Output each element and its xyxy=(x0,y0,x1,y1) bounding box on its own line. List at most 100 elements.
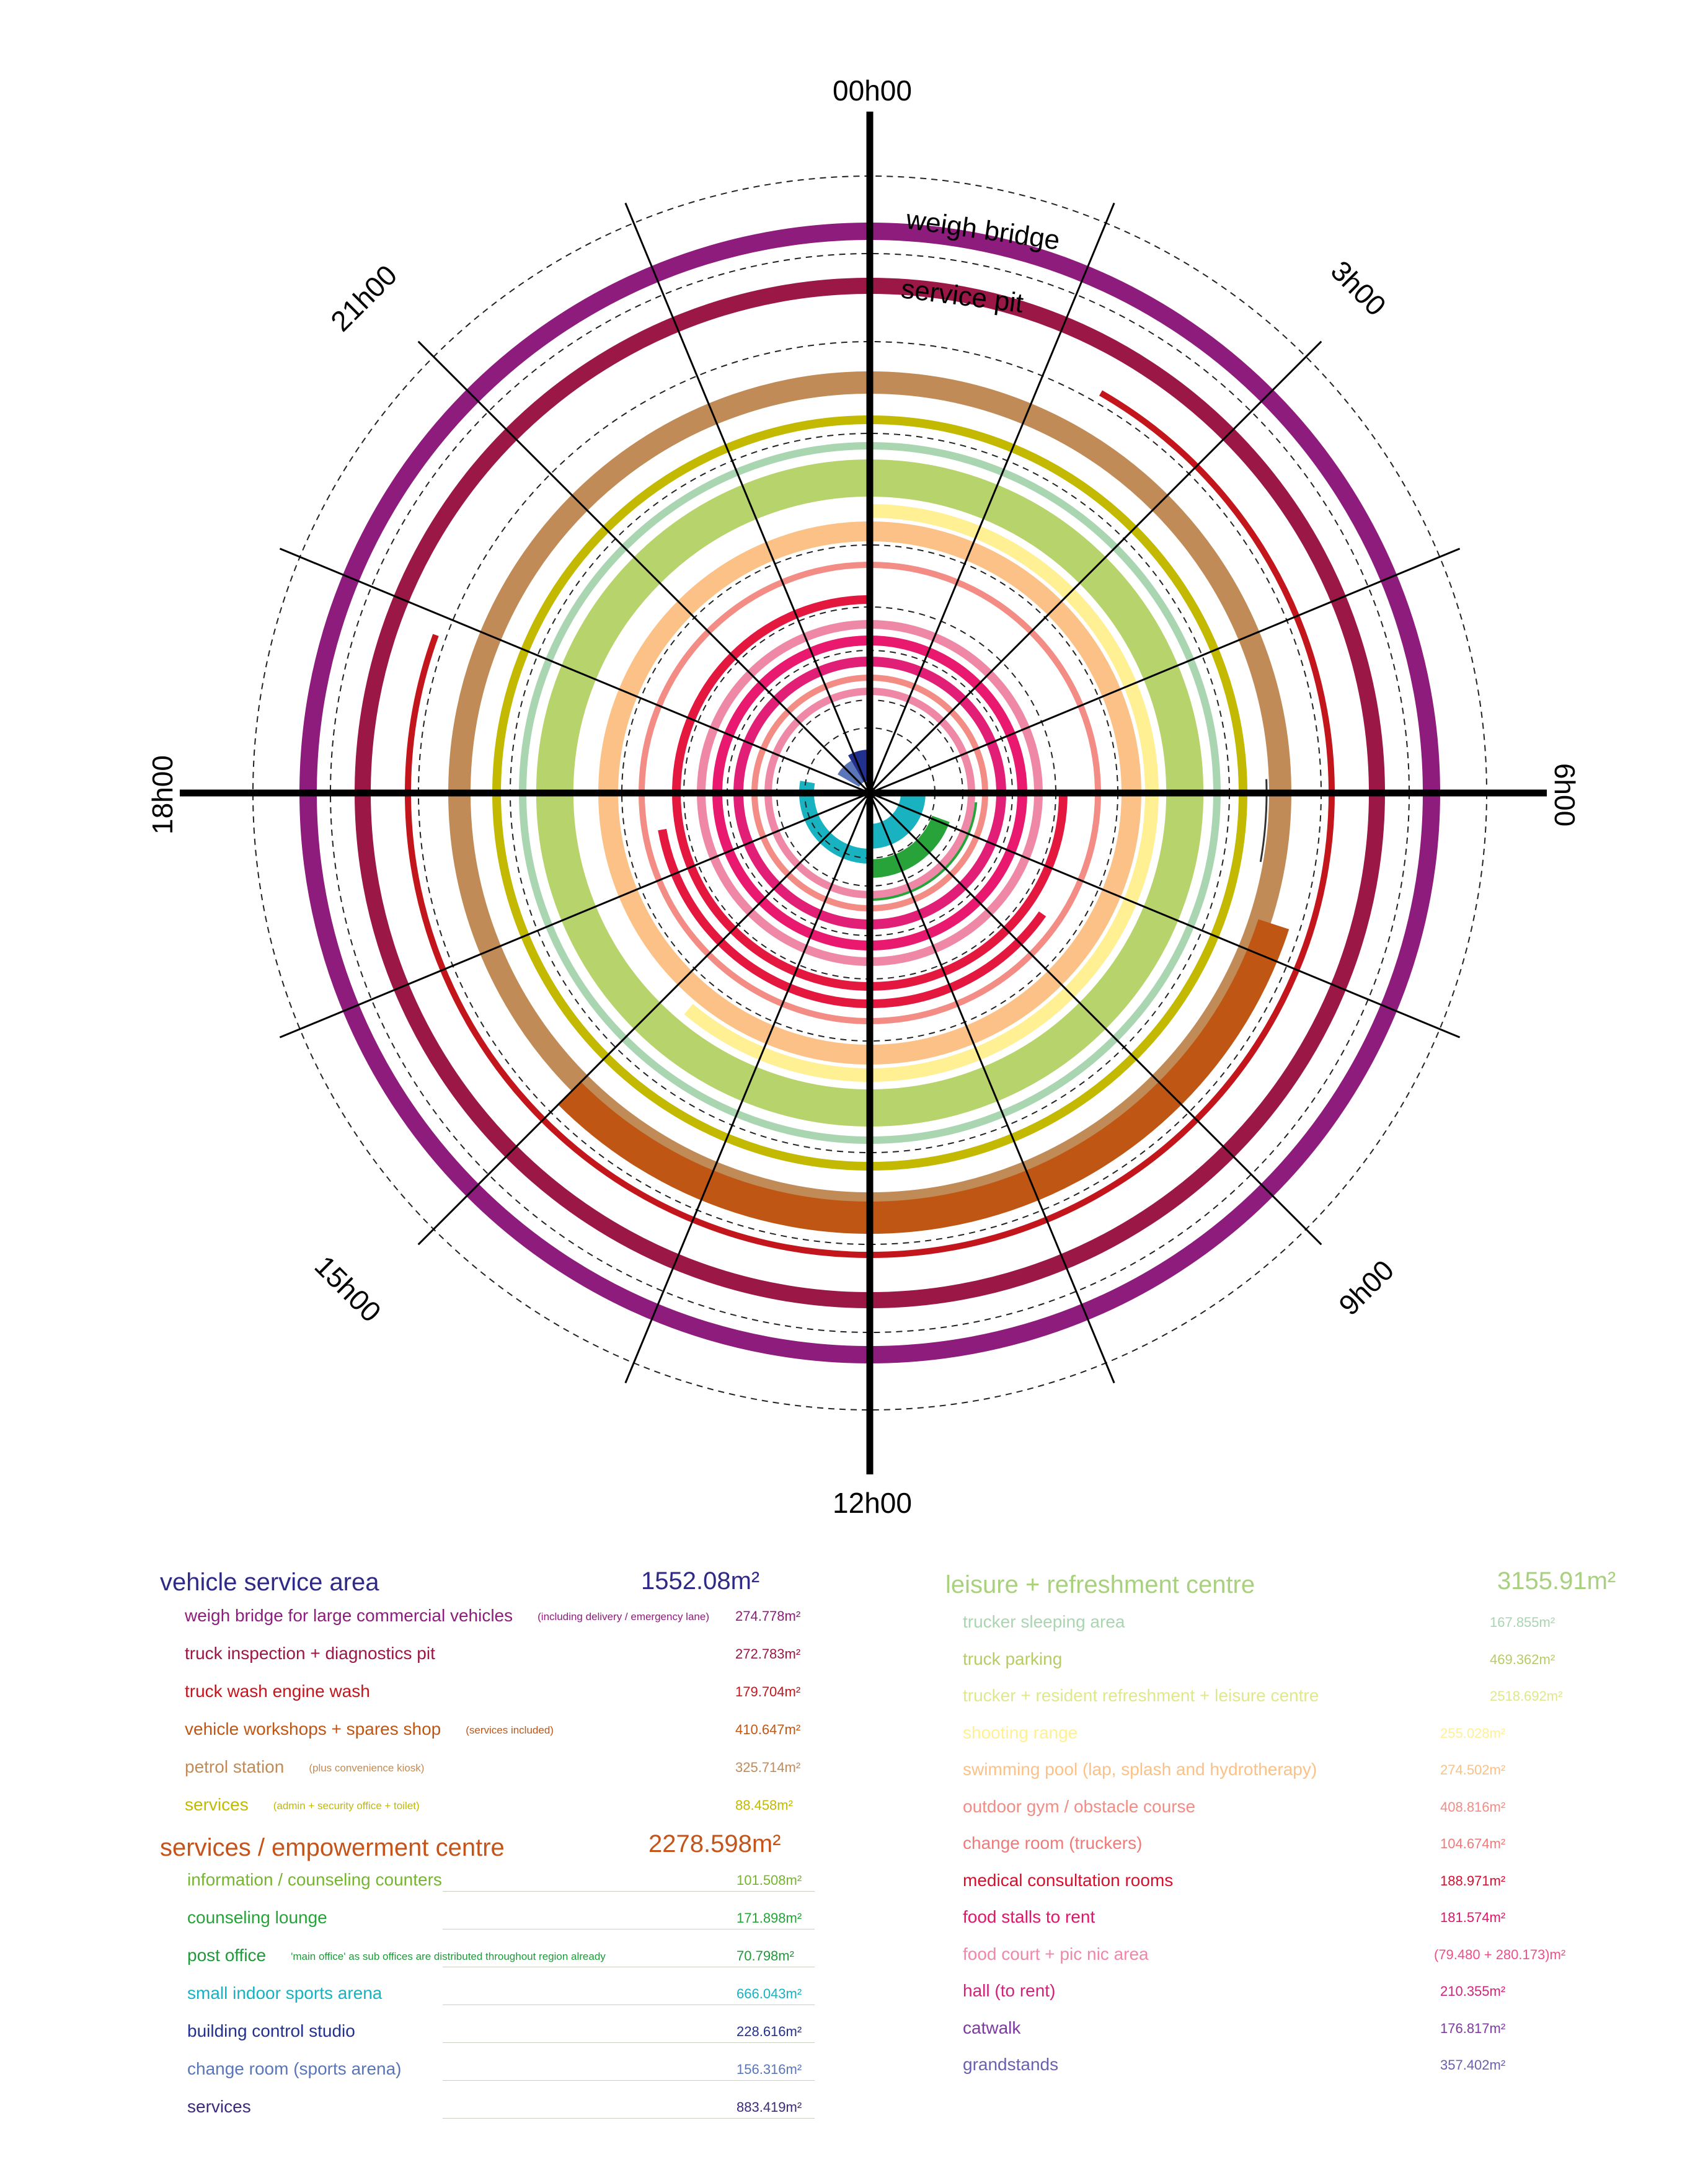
legend-item-text: truck inspection + diagnostics pit xyxy=(185,1644,435,1663)
hour-label-6h00: 6h00 xyxy=(1549,763,1581,826)
leisure-centre-title: leisure + refreshment centre xyxy=(945,1571,1255,1598)
ring-vehicle-workshops xyxy=(558,919,1290,1234)
legend-item-text: weigh bridge for large commercial vehicl… xyxy=(185,1606,513,1625)
legend-item-text: counseling lounge xyxy=(187,1908,327,1927)
legend-item-rule xyxy=(443,2080,815,2081)
legend-item-note: (including delivery / emergency lane) xyxy=(538,1610,709,1623)
legend-item-text: small indoor sports arena xyxy=(187,1983,383,2003)
spoke-2 xyxy=(869,547,1461,794)
legend-item-label: food court + pic nic area xyxy=(963,1944,1149,1964)
legend-item-value: 255.028m² xyxy=(1440,1725,1506,1741)
legend-item-value: 272.783m² xyxy=(735,1646,801,1662)
legend-item-value: 274.778m² xyxy=(735,1608,801,1624)
legend-item: services (admin + security office + toile… xyxy=(185,1795,830,1820)
spoke-5 xyxy=(869,792,1115,1384)
legend-item-label: outdoor gym / obstacle course xyxy=(963,1797,1195,1817)
hour-label-9h00: 9h00 xyxy=(1332,1254,1400,1321)
legend-item-label: information / counseling counters xyxy=(187,1870,442,1890)
hour-label-15h00: 15h00 xyxy=(309,1249,387,1328)
legend-item-value: 167.855m² xyxy=(1490,1615,1555,1630)
hour-spokes xyxy=(180,112,1547,1474)
legend-item-value: 179.704m² xyxy=(735,1684,801,1699)
legend-item-label: truck parking xyxy=(963,1649,1062,1669)
legend-item: weigh bridge for large commercial vehicl… xyxy=(185,1606,830,1631)
legend-item-value: 176.817m² xyxy=(1440,2020,1506,2036)
ring-thin-marker xyxy=(1259,779,1268,862)
spoke-0 xyxy=(869,202,1115,794)
legend-item-text: catwalk xyxy=(963,2018,1021,2037)
legend-item: truck wash engine wash 179.704m² xyxy=(185,1681,830,1706)
legend-item-text: information / counseling counters xyxy=(187,1870,442,1889)
ring-truck-wash xyxy=(405,390,1335,1258)
legend-item-rule xyxy=(443,1891,815,1892)
legend-item-text: truck parking xyxy=(963,1649,1063,1668)
legend-item-label: shooting range xyxy=(963,1723,1077,1743)
legend-item-text: food stalls to rent xyxy=(963,1907,1095,1926)
legend-item: change room (sports arena) 156.316m² xyxy=(187,2059,832,2084)
legend-item: outdoor gym / obstacle course 408.816m² xyxy=(963,1797,1620,1822)
legend-item-value: 325.714m² xyxy=(735,1760,801,1775)
legend-item-label: hall (to rent) xyxy=(963,1981,1055,2001)
spoke-11 xyxy=(624,202,871,794)
legend-item-note: (plus convenience kiosk) xyxy=(309,1761,425,1774)
legend-item: building control studio 228.616m² xyxy=(187,2021,832,2046)
legend-item-text: swimming pool (lap, splash and hydrother… xyxy=(963,1760,1317,1779)
legend-item-text: services xyxy=(187,2097,251,2116)
hour-label-21h00: 21h00 xyxy=(324,259,403,337)
legend-item-label: post office 'main office' as sub offices … xyxy=(187,1946,606,1965)
leisure-centre-total: 3155.91m² xyxy=(1497,1567,1616,1595)
legend-item-label: food stalls to rent xyxy=(963,1907,1095,1927)
legend-item-label: counseling lounge xyxy=(187,1908,327,1928)
legend-item: truck inspection + diagnostics pit 272.78… xyxy=(185,1644,830,1668)
legend-item-label: weigh bridge for large commercial vehicl… xyxy=(185,1606,709,1626)
legend-item: small indoor sports arena 666.043m² xyxy=(187,1983,832,2008)
legend-item-text: post office xyxy=(187,1946,267,1965)
legend-item-label: services xyxy=(187,2097,251,2117)
ring-sports-arena xyxy=(799,781,870,864)
legend-item-value: 156.316m² xyxy=(737,2062,802,2077)
legend-item: vehicle workshops + spares shop (services… xyxy=(185,1719,830,1744)
legend-item-label: medical consultation rooms xyxy=(963,1871,1173,1890)
legend-item-value: 188.971m² xyxy=(1440,1872,1506,1889)
legend-item-label: swimming pool (lap, splash and hydrother… xyxy=(963,1760,1317,1779)
legend-item: post office 'main office' as sub offices … xyxy=(187,1946,832,1970)
legend-item-label: services (admin + security office + toile… xyxy=(185,1795,420,1815)
legend-item-rule xyxy=(443,2042,815,2043)
spoke-8 xyxy=(279,792,870,1039)
spoke-4 xyxy=(869,792,1322,1246)
legend-item-value: (79.480 + 280.173)m² xyxy=(1434,1946,1566,1962)
hour-label-18h00: 18h00 xyxy=(146,755,179,835)
ring-change-room xyxy=(658,828,1046,1008)
spoke-1 xyxy=(869,340,1322,794)
ring-shooting-range xyxy=(684,504,1159,1082)
legend-item-note: (services included) xyxy=(466,1724,554,1736)
legend-item-value: 2518.692m² xyxy=(1490,1688,1563,1704)
legend-item: trucker sleeping area 167.855m² xyxy=(963,1612,1620,1637)
legend-item-text: food court + pic nic area xyxy=(963,1944,1149,1964)
legend-item-note: (admin + security office + toilet) xyxy=(273,1799,420,1812)
legend-item-text: building control studio xyxy=(187,2021,355,2040)
legend-item: catwalk 176.817m² xyxy=(963,2018,1620,2043)
legend-item-text: shooting range xyxy=(963,1722,1078,1742)
legend-item-text: change room (sports arena) xyxy=(187,2059,402,2078)
ring-label-service-pit: service pit xyxy=(900,273,1025,319)
empowerment-centre-total: 2278.598m² xyxy=(648,1830,781,1858)
legend-item: hall (to rent) 210.355m² xyxy=(963,1981,1620,2006)
legend-item-text: medical consultation rooms xyxy=(963,1870,1174,1890)
legend-item-rule xyxy=(443,2118,815,2119)
hour-label-00h00: 00h00 xyxy=(833,74,912,107)
legend-item-label: grandstands xyxy=(963,2055,1058,2075)
radial-clock-diagram: 00h00 12h00 6h00 18h00 3h00 21h00 9h00 1… xyxy=(146,74,1581,1519)
legend-item-rule xyxy=(443,2004,815,2005)
spoke-6 xyxy=(624,792,871,1384)
legend-item-note: 'main office' as sub offices are distrib… xyxy=(291,1950,606,1962)
legend-item: food court + pic nic area (79.480 + 280.1… xyxy=(963,1944,1620,1969)
legend-item: services 883.419m² xyxy=(187,2097,832,2122)
legend-item-text: trucker sleeping area xyxy=(963,1612,1125,1631)
legend-item-value: 469.362m² xyxy=(1490,1651,1555,1667)
legend-item-value: 171.898m² xyxy=(737,1910,802,1926)
legend-item: trucker + resident refreshment + leisure… xyxy=(963,1686,1620,1711)
legend-item-label: trucker + resident refreshment + leisure… xyxy=(963,1686,1319,1706)
legend-item-value: 181.574m² xyxy=(1440,1910,1506,1925)
legend-item-value: 883.419m² xyxy=(737,2099,802,2115)
